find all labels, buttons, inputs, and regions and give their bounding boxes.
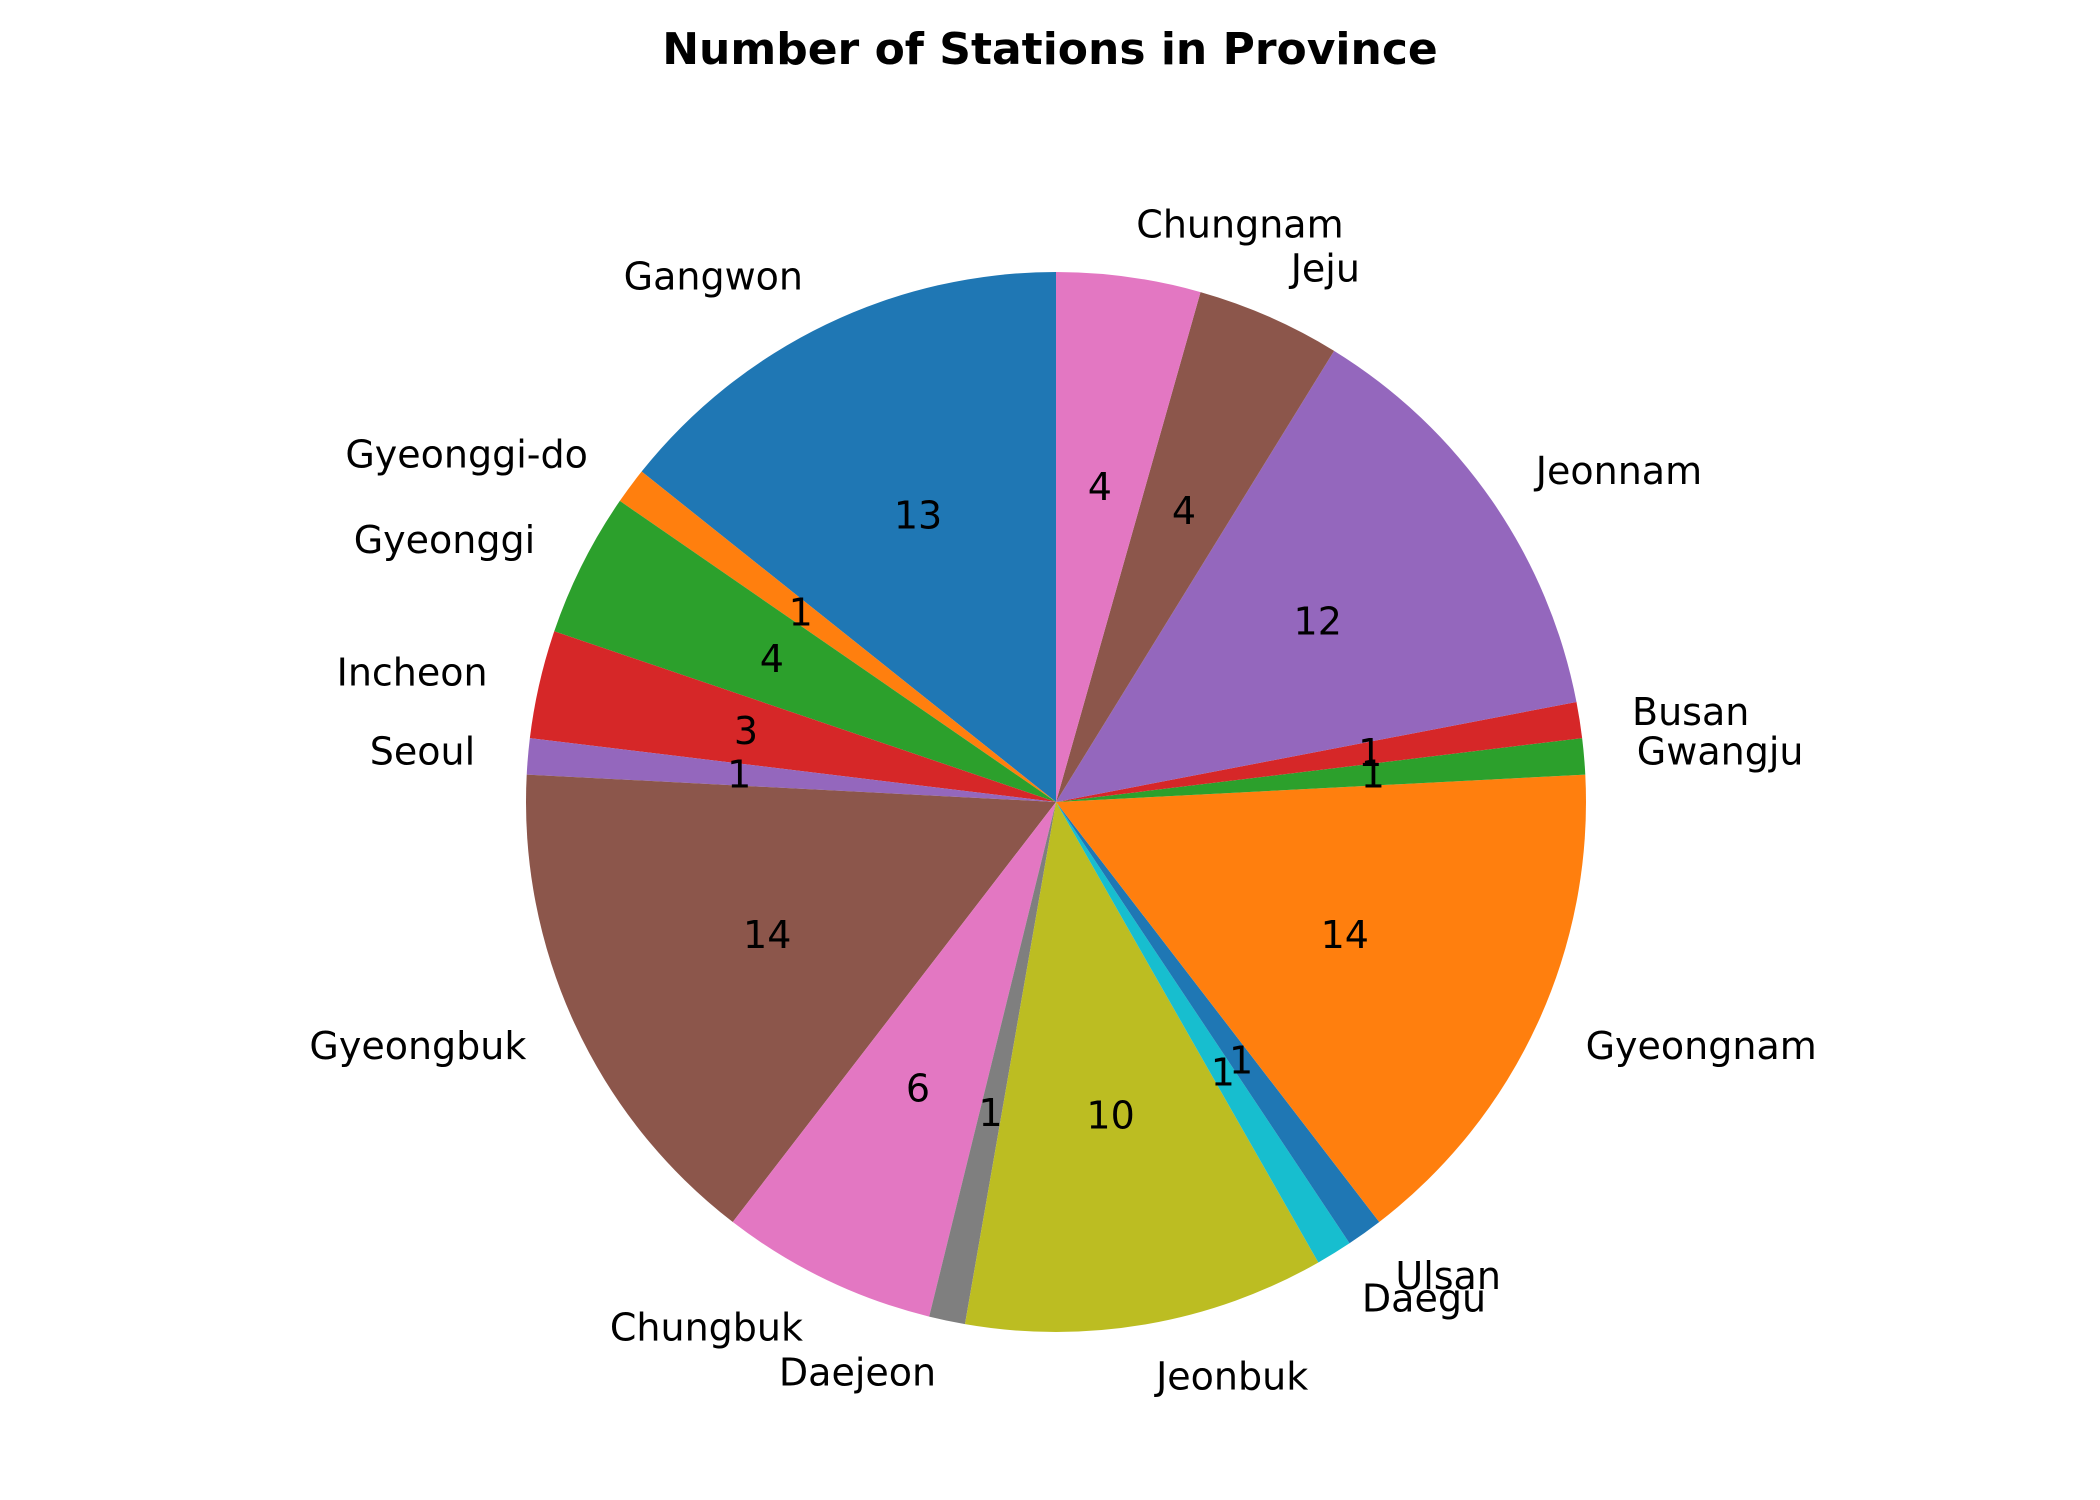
chart-title: Number of Stations in Province: [662, 24, 1438, 75]
value-label-gangwon: 13: [894, 494, 942, 538]
value-label-chungbuk: 6: [906, 1067, 930, 1111]
value-label-gwangju: 1: [1361, 753, 1385, 797]
slice-label-gangwon: Gangwon: [624, 255, 803, 299]
value-label-jeonbuk: 10: [1086, 1093, 1134, 1137]
slice-label-gyeongnam: Gyeongnam: [1586, 1024, 1817, 1068]
value-label-busan: 1: [1358, 731, 1382, 775]
slice-label-gyeonggi: Gyeonggi: [354, 518, 535, 562]
slice-label-daejeon: Daejeon: [779, 1351, 936, 1395]
value-label-gyeongbuk: 14: [743, 913, 791, 957]
pie-slice-chungnam: [1056, 272, 1201, 802]
slice-label-jeju: Jeju: [1289, 246, 1360, 290]
value-label-gyeonggi: 4: [760, 637, 784, 681]
pie-slice-daejeon: [929, 802, 1056, 1325]
slice-label-seoul: Seoul: [370, 730, 475, 774]
pie-slice-chungbuk: [732, 802, 1056, 1317]
pie-slice-gyeongbuk: [525, 774, 1056, 1223]
pie-slice-gwangju: [1056, 738, 1586, 802]
pie-slice-daegu: [1056, 802, 1350, 1263]
value-label-incheon: 3: [734, 709, 758, 753]
pie-slice-jeonnam: [1056, 350, 1577, 802]
pie-slice-gyeonggi-do: [619, 471, 1056, 802]
slice-label-gyeonggi-do: Gyeonggi-do: [345, 433, 588, 477]
slice-label-ulsan: Ulsan: [1395, 1254, 1501, 1298]
slice-label-chungbuk: Chungbuk: [610, 1305, 803, 1349]
pie-slice-ulsan: [1056, 802, 1380, 1244]
value-label-gyeonggi-do: 1: [789, 590, 813, 634]
pie-slice-seoul: [526, 738, 1056, 802]
pie-slice-labels: Gangwon Gyeonggi-do Gyeonggi Incheon Seoul Gy…: [309, 203, 1816, 1399]
pie-slice-busan: [1056, 701, 1583, 802]
value-label-gyeongnam: 14: [1321, 913, 1369, 957]
pie-slices: [525, 272, 1587, 1332]
pie-slice-jeju: [1056, 292, 1335, 802]
value-label-seoul: 1: [727, 753, 751, 797]
slice-label-jeonbuk: Jeonbuk: [1154, 1354, 1308, 1398]
pie-slice-gyeongnam: [1056, 774, 1587, 1223]
value-label-jeonnam: 12: [1294, 599, 1342, 643]
pie-slice-gyeonggi: [554, 500, 1056, 802]
slice-label-daegu: Daegu: [1362, 1276, 1486, 1320]
slice-label-gwangju: Gwangju: [1637, 730, 1804, 774]
slice-label-gyeongbuk: Gyeongbuk: [309, 1024, 526, 1068]
pie-slice-gangwon: [641, 272, 1056, 802]
value-label-ulsan: 1: [1229, 1039, 1253, 1083]
value-label-jeju: 4: [1172, 489, 1196, 533]
pie-slice-jeonbuk: [964, 802, 1319, 1332]
value-label-daejeon: 1: [979, 1091, 1003, 1135]
slice-label-incheon: Incheon: [337, 650, 488, 694]
value-label-chungnam: 4: [1088, 465, 1112, 509]
slice-label-busan: Busan: [1632, 690, 1749, 734]
slice-label-jeonnam: Jeonnam: [1534, 449, 1702, 493]
pie-slice-incheon: [529, 631, 1056, 802]
slice-label-chungnam: Chungnam: [1136, 203, 1343, 247]
value-label-daegu: 1: [1211, 1051, 1235, 1095]
